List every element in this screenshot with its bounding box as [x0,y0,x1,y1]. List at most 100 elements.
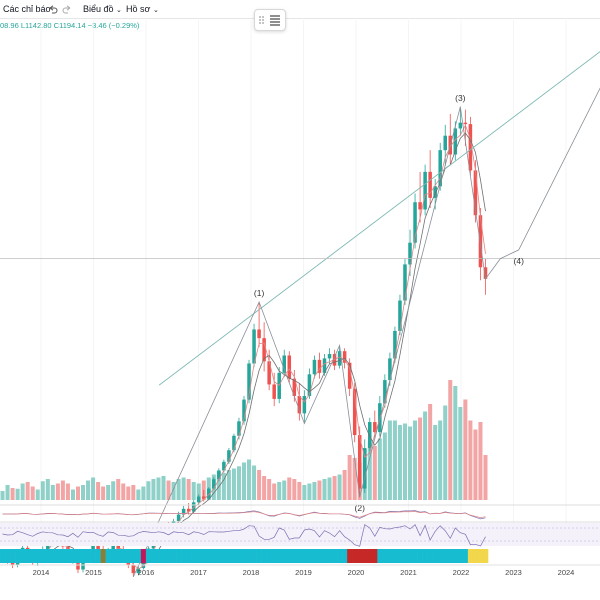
volume-bar [262,476,267,500]
volume-bar [176,479,181,500]
state-bar-segment [407,549,413,563]
candle [186,508,191,512]
time-axis: 2014 2015 2016 2017 2018 2019 2020 2021 2022 2023… [0,564,600,577]
wave-labels: (1) (2) (3) (4) [254,93,524,513]
candle [207,488,211,499]
volume-bar [382,432,387,500]
volume-bar [5,485,10,500]
state-bar-segment [35,549,41,563]
volume-bar [75,486,80,500]
signal-line [2,511,486,518]
state-bar-segment [15,549,21,563]
state-bar-segment [402,549,408,563]
candle [312,359,317,375]
x-tick-label: 2023 [505,568,522,577]
volume-bar [297,482,302,500]
state-bar-segment [206,549,212,563]
state-bar-segment [45,549,51,563]
candle [408,242,412,265]
price-chart[interactable]: (1) (2) (3) (4) 2014 2015 2016 2017 2018 2019 202… [0,20,600,600]
state-bar-segment [181,549,187,563]
x-tick-label: 2020 [348,568,365,577]
x-tick-label: 2014 [33,568,50,577]
volume-bar [30,486,35,500]
candle [322,358,327,373]
state-bar-segment [332,549,338,563]
state-bar-segment [155,549,162,563]
volume-bar [408,426,413,500]
chart-type-button[interactable]: Biểu đồ ⌄ [83,4,122,14]
state-bar-segment [372,549,378,563]
candle [337,351,342,366]
state-bar-segment [337,549,343,563]
state-bar-segment [65,549,71,563]
state-bar-segment [125,549,132,563]
state-bar-segment [251,549,257,563]
volume-bar [156,477,161,500]
candle [191,502,196,512]
candle [201,496,206,499]
candle [433,186,437,198]
undo-button[interactable] [48,1,58,17]
profile-button[interactable]: Hồ sơ ⌄ [126,4,159,14]
candle [232,435,236,451]
state-bar-segment [160,549,167,563]
volume-bar [60,480,65,500]
state-bar-segment [316,549,323,563]
volume-bar [463,399,468,500]
state-bar-segment [296,549,303,563]
state-bar-segment [301,549,308,563]
drag-handle-icon[interactable] [255,10,285,30]
state-bar-segment [256,549,262,563]
candle [136,568,141,574]
volume-bar [257,470,262,500]
volume-bar [166,480,171,500]
oscillator-line [2,524,486,547]
volume-bar [0,491,5,500]
state-bar-segment [266,549,272,563]
redo-icon [62,5,71,14]
candle [267,361,271,385]
volume-bar [397,425,402,500]
candle [116,544,120,550]
state-bar-segment [130,549,137,563]
candle [483,267,488,279]
candle [368,422,372,449]
state-bar-segment [201,549,207,563]
candle [131,565,136,574]
volume-bar [35,489,40,500]
candle [362,448,367,489]
state-bar-segment [427,549,433,563]
state-bar-segment [145,549,152,563]
volume-bar [267,479,272,500]
state-bar-segment [397,549,403,563]
volume-bar [307,483,312,500]
volume-bar [226,470,231,500]
state-bar-segment [186,549,192,563]
volume-bar [312,482,317,500]
wave-label: (4) [514,256,525,266]
state-bar-segment [432,549,438,563]
state-bar-segment [417,549,423,563]
volume-bar [86,480,91,500]
volume-bar [50,485,55,500]
volume-bar [347,455,352,500]
volume-bar [392,420,397,500]
volume-bar [468,420,473,500]
volume-bar [473,429,478,500]
state-bar-segment [462,549,469,563]
redo-button[interactable] [62,1,72,17]
indicators-button[interactable]: Các chỉ báo [3,4,51,14]
volume-bar [116,479,121,500]
candle [453,128,458,155]
drawings[interactable] [0,42,600,577]
volume-bar [15,488,20,500]
state-bar-segment [261,549,267,563]
floating-drawing-toolbar[interactable] [254,9,286,31]
trend-line [158,51,600,386]
candle [388,358,392,381]
state-bar-segment [357,549,363,563]
volume-bar [317,480,322,500]
state-bar-segment [352,549,358,563]
volume-bar [287,477,292,500]
